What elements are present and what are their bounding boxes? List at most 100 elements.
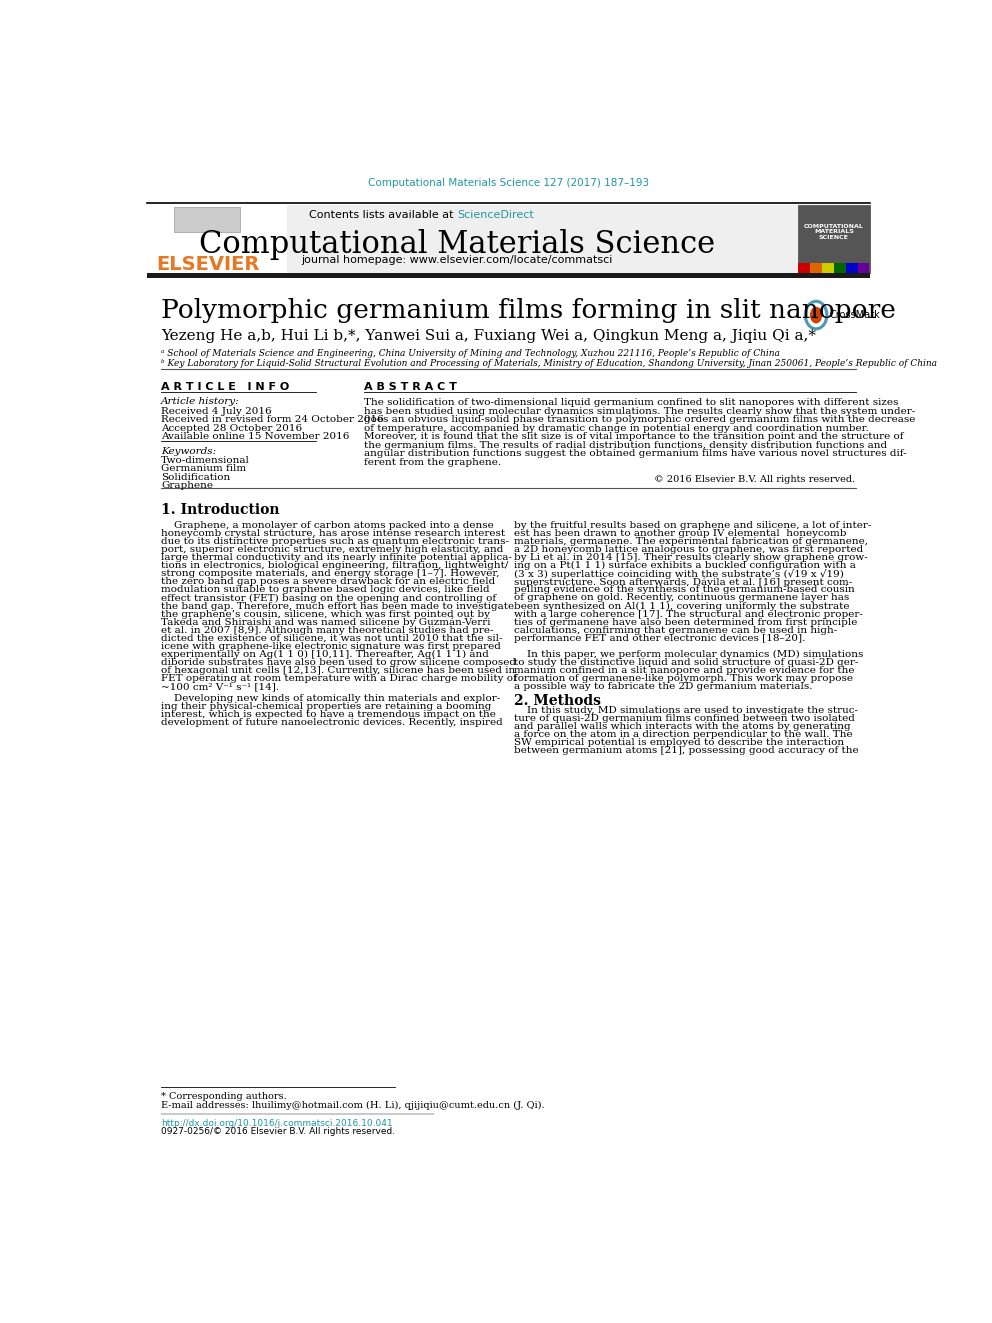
Text: pelling evidence of the synthesis of the germanium-based cousin: pelling evidence of the synthesis of the… — [514, 585, 854, 594]
Bar — [147, 205, 287, 273]
Text: Graphene, a monolayer of carbon atoms packed into a dense: Graphene, a monolayer of carbon atoms pa… — [161, 521, 494, 529]
Text: 2. Methods: 2. Methods — [514, 695, 601, 709]
Text: ~100 cm² V⁻¹ s⁻¹ [14].: ~100 cm² V⁻¹ s⁻¹ [14]. — [161, 683, 280, 692]
Bar — [834, 263, 845, 273]
Text: superstructure. Soon afterwards, Dávila et al. [16] present com-: superstructure. Soon afterwards, Dávila … — [514, 577, 852, 587]
Bar — [845, 263, 857, 273]
Text: calculations, confirming that germanene can be used in high-: calculations, confirming that germanene … — [514, 626, 837, 635]
Text: formation of germanene-like polymorph. This work may propose: formation of germanene-like polymorph. T… — [514, 675, 853, 683]
Text: © 2016 Elsevier B.V. All rights reserved.: © 2016 Elsevier B.V. All rights reserved… — [655, 475, 855, 484]
Text: Graphene: Graphene — [161, 482, 213, 491]
Text: ScienceDirect: ScienceDirect — [457, 209, 534, 220]
Ellipse shape — [807, 303, 824, 327]
Text: modulation suitable to graphene based logic devices, like field: modulation suitable to graphene based lo… — [161, 585, 490, 594]
Text: SW empirical potential is employed to describe the interaction: SW empirical potential is employed to de… — [514, 738, 844, 747]
Text: of graphene on gold. Recently, continuous germanene layer has: of graphene on gold. Recently, continuou… — [514, 594, 849, 602]
Text: the germanium films. The results of radial distribution functions, density distr: the germanium films. The results of radi… — [364, 441, 888, 450]
Text: Received in revised form 24 October 2016: Received in revised form 24 October 2016 — [161, 415, 384, 425]
Text: due to its distinctive properties such as quantum electronic trans-: due to its distinctive properties such a… — [161, 537, 509, 546]
Ellipse shape — [810, 307, 821, 323]
Text: a possible way to fabricate the 2D germanium materials.: a possible way to fabricate the 2D germa… — [514, 683, 812, 692]
Text: a 2D honeycomb lattice analogous to graphene, was first reported: a 2D honeycomb lattice analogous to grap… — [514, 545, 863, 554]
Text: 0927-0256/© 2016 Elsevier B.V. All rights reserved.: 0927-0256/© 2016 Elsevier B.V. All right… — [161, 1127, 396, 1136]
Text: Solidification: Solidification — [161, 472, 230, 482]
Text: large thermal conductivity and its nearly infinite potential applica-: large thermal conductivity and its nearl… — [161, 553, 512, 562]
Text: dicted the existence of silicene, it was not until 2010 that the sil-: dicted the existence of silicene, it was… — [161, 634, 503, 643]
Text: the band gap. Therefore, much effort has been made to investigate: the band gap. Therefore, much effort has… — [161, 602, 514, 610]
Text: experimentally on Ag(1 1 0) [10,11]. Thereafter, Ag(1 1 1) and: experimentally on Ag(1 1 0) [10,11]. The… — [161, 650, 489, 659]
Text: by Li et al. in 2014 [15]. Their results clearly show graphene grow-: by Li et al. in 2014 [15]. Their results… — [514, 553, 868, 562]
Text: Moreover, it is found that the slit size is of vital importance to the transitio: Moreover, it is found that the slit size… — [364, 433, 904, 441]
Text: been synthesized on Al(1 1 1), covering uniformly the substrate: been synthesized on Al(1 1 1), covering … — [514, 602, 849, 611]
Text: The solidification of two-dimensional liquid germanium confined to slit nanopore: The solidification of two-dimensional li… — [364, 398, 899, 407]
Text: honeycomb crystal structure, has arose intense research interest: honeycomb crystal structure, has arose i… — [161, 529, 505, 537]
Text: Accepted 28 October 2016: Accepted 28 October 2016 — [161, 423, 303, 433]
Text: ferent from the graphene.: ferent from the graphene. — [364, 458, 501, 467]
Text: by the fruitful results based on graphene and silicene, a lot of inter-: by the fruitful results based on graphen… — [514, 521, 871, 529]
Text: goes an obvious liquid-solid phase transition to polymorphic ordered germanium f: goes an obvious liquid-solid phase trans… — [364, 415, 916, 425]
Text: port, superior electronic structure, extremely high elasticity, and: port, superior electronic structure, ext… — [161, 545, 504, 554]
Text: the graphene’s cousin, silicene, which was first pointed out by: the graphene’s cousin, silicene, which w… — [161, 610, 490, 619]
Bar — [175, 208, 240, 232]
Text: Computational Materials Science: Computational Materials Science — [199, 229, 715, 259]
Text: CrossMark: CrossMark — [829, 310, 880, 320]
Text: ELSEVIER: ELSEVIER — [156, 255, 259, 274]
Text: Takeda and Shiraishi and was named silicene by Guzmán-Verri: Takeda and Shiraishi and was named silic… — [161, 618, 491, 627]
Text: A B S T R A C T: A B S T R A C T — [364, 382, 457, 392]
Bar — [822, 263, 834, 273]
Text: FET operating at room temperature with a Dirac charge mobility of: FET operating at room temperature with a… — [161, 675, 517, 683]
Bar — [799, 263, 810, 273]
Text: effect transistor (FET) basing on the opening and controlling of: effect transistor (FET) basing on the op… — [161, 594, 496, 602]
Text: ture of quasi-2D germanium films confined between two isolated: ture of quasi-2D germanium films confine… — [514, 714, 855, 724]
Text: ing on a Pt(1 1 1) surface exhibits a buckled configuration with a: ing on a Pt(1 1 1) surface exhibits a bu… — [514, 561, 856, 570]
Text: Received 4 July 2016: Received 4 July 2016 — [161, 406, 272, 415]
Text: manium confined in a slit nanopore and provide evidence for the: manium confined in a slit nanopore and p… — [514, 667, 854, 675]
Text: Contents lists available at: Contents lists available at — [310, 209, 457, 220]
Text: angular distribution functions suggest the obtained germanium films have various: angular distribution functions suggest t… — [364, 448, 907, 458]
Text: * Corresponding authors.: * Corresponding authors. — [161, 1091, 287, 1101]
Text: COMPUTATIONAL
MATERIALS
SCIENCE: COMPUTATIONAL MATERIALS SCIENCE — [804, 224, 864, 241]
Text: with a large coherence [17]. The structural and electronic proper-: with a large coherence [17]. The structu… — [514, 610, 863, 619]
Text: In this study, MD simulations are used to investigate the struc-: In this study, MD simulations are used t… — [514, 706, 858, 714]
Text: of hexagonal unit cells [12,13]. Currently, silicene has been used in: of hexagonal unit cells [12,13]. Current… — [161, 667, 516, 675]
Text: ing their physical-chemical properties are retaining a booming: ing their physical-chemical properties a… — [161, 701, 492, 710]
Text: strong composite materials, and energy storage [1–7]. However,: strong composite materials, and energy s… — [161, 569, 500, 578]
Text: ᵇ Key Laboratory for Liquid-Solid Structural Evolution and Processing of Materia: ᵇ Key Laboratory for Liquid-Solid Struct… — [161, 359, 937, 368]
Text: the zero band gap poses a severe drawback for an electric field: the zero band gap poses a severe drawbac… — [161, 577, 495, 586]
Text: Keywords:: Keywords: — [161, 447, 216, 455]
Text: In this paper, we perform molecular dynamics (MD) simulations: In this paper, we perform molecular dyna… — [514, 650, 863, 659]
Text: has been studied using molecular dynamics simulations. The results clearly show : has been studied using molecular dynamic… — [364, 406, 916, 415]
Text: Developing new kinds of atomically thin materials and explor-: Developing new kinds of atomically thin … — [161, 693, 500, 703]
Text: Germanium film: Germanium film — [161, 464, 246, 474]
Text: E-mail addresses: lhuilimy@hotmail.com (H. Li), qjijiqiu@cumt.edu.cn (J. Qi).: E-mail addresses: lhuilimy@hotmail.com (… — [161, 1101, 545, 1110]
Text: journal homepage: www.elsevier.com/locate/commatsci: journal homepage: www.elsevier.com/locat… — [302, 255, 613, 265]
Text: Available online 15 November 2016: Available online 15 November 2016 — [161, 433, 349, 441]
Text: http://dx.doi.org/10.1016/j.commatsci.2016.10.041: http://dx.doi.org/10.1016/j.commatsci.20… — [161, 1119, 393, 1129]
Text: interest, which is expected to have a tremendous impact on the: interest, which is expected to have a tr… — [161, 709, 496, 718]
Text: 1. Introduction: 1. Introduction — [161, 503, 280, 517]
Text: Two-dimensional: Two-dimensional — [161, 456, 250, 464]
Text: A R T I C L E   I N F O: A R T I C L E I N F O — [161, 382, 290, 392]
Bar — [147, 273, 870, 278]
Bar — [857, 263, 869, 273]
Text: ties of germanene have also been determined from first principle: ties of germanene have also been determi… — [514, 618, 857, 627]
Text: et al. in 2007 [8,9]. Although many theoretical studies had pre-: et al. in 2007 [8,9]. Although many theo… — [161, 626, 494, 635]
Text: Article history:: Article history: — [161, 397, 240, 406]
Bar — [147, 205, 799, 273]
Text: tions in electronics, biological engineering, filtration, lightweight/: tions in electronics, biological enginee… — [161, 561, 509, 570]
Text: ᵃ School of Materials Science and Engineering, China University of Mining and Te: ᵃ School of Materials Science and Engine… — [161, 349, 780, 359]
Text: icene with graphene-like electronic signature was first prepared: icene with graphene-like electronic sign… — [161, 642, 501, 651]
Text: performance FET and other electronic devices [18–20].: performance FET and other electronic dev… — [514, 634, 806, 643]
Text: and parallel walls which interacts with the atoms by generating: and parallel walls which interacts with … — [514, 722, 850, 732]
Text: Yezeng He a,b, Hui Li b,*, Yanwei Sui a, Fuxiang Wei a, Qingkun Meng a, Jiqiu Qi: Yezeng He a,b, Hui Li b,*, Yanwei Sui a,… — [161, 329, 816, 343]
Bar — [810, 263, 822, 273]
Text: of temperature, accompanied by dramatic change in potential energy and coordinat: of temperature, accompanied by dramatic … — [364, 423, 869, 433]
Text: Polymorphic germanium films forming in slit nanopore: Polymorphic germanium films forming in s… — [161, 298, 896, 323]
Text: est has been drawn to another group IV elemental  honeycomb: est has been drawn to another group IV e… — [514, 529, 846, 537]
Ellipse shape — [805, 300, 827, 329]
Text: development of future nanoelectronic devices. Recently, inspired: development of future nanoelectronic dev… — [161, 718, 503, 726]
Text: (3 x 3) superlattice coinciding with the substrate’s (√19 x √19): (3 x 3) superlattice coinciding with the… — [514, 569, 844, 579]
Text: materials, germanene. The experimental fabrication of germanene,: materials, germanene. The experimental f… — [514, 537, 868, 546]
Bar — [799, 205, 870, 273]
Text: a force on the atom in a direction perpendicular to the wall. The: a force on the atom in a direction perpe… — [514, 730, 852, 740]
